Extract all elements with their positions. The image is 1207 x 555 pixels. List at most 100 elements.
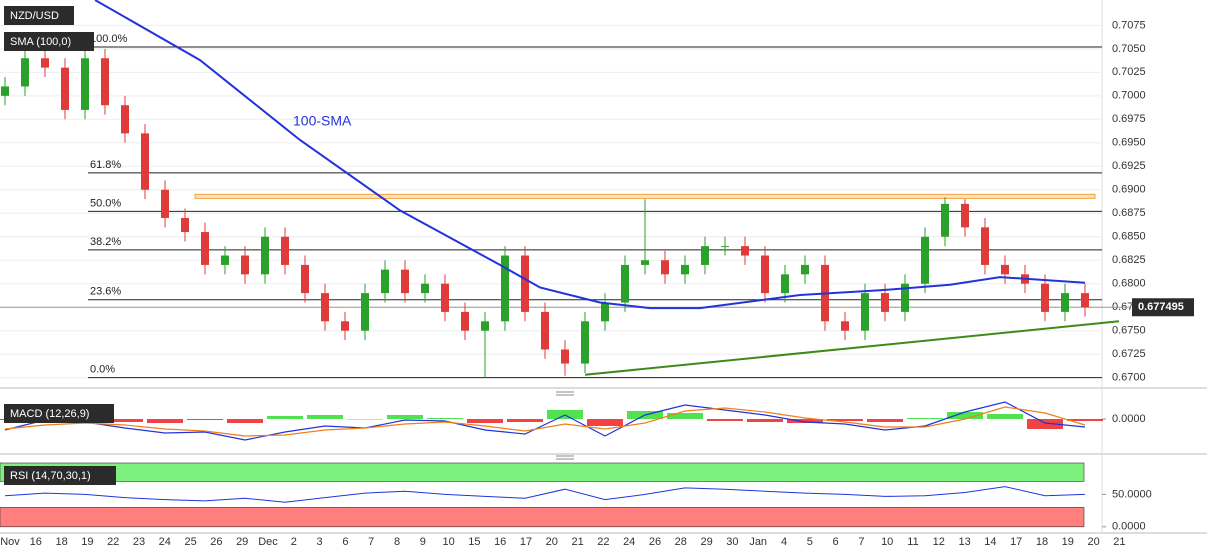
y-tick-label: 0.6700 xyxy=(1112,372,1146,384)
fib-label: 23.6% xyxy=(90,286,121,298)
candle-body xyxy=(101,58,109,106)
x-tick-label: 24 xyxy=(623,536,635,548)
candle-body xyxy=(441,283,449,312)
candle-body xyxy=(781,274,789,294)
x-tick-label: 20 xyxy=(546,536,558,548)
candle-body xyxy=(361,293,369,331)
candle-body xyxy=(701,246,709,265)
candle-body xyxy=(461,311,469,331)
candle-body xyxy=(341,321,349,331)
overbought-band xyxy=(0,462,1085,482)
x-tick-label: 17 xyxy=(520,536,532,548)
x-tick-label: 2 xyxy=(291,536,297,548)
histogram-bar xyxy=(267,416,303,419)
panel-grip xyxy=(556,455,574,460)
candle-body xyxy=(41,58,49,68)
y-tick-label: 0.6900 xyxy=(1112,184,1146,196)
x-tick-label: 13 xyxy=(958,536,970,548)
histogram-bar xyxy=(667,413,703,419)
histogram-bar xyxy=(147,419,183,423)
candle-body xyxy=(21,58,29,87)
histogram-bar xyxy=(867,419,903,422)
candle-body xyxy=(261,236,269,275)
candle-body xyxy=(201,232,209,265)
x-tick-label: 16 xyxy=(30,536,42,548)
x-tick-label: 7 xyxy=(858,536,864,548)
y-tick-label: 0.7075 xyxy=(1112,19,1146,31)
y-tick-label: 0.6875 xyxy=(1112,207,1146,219)
last-price-label: 0.677495 xyxy=(1138,301,1184,313)
histogram-bar xyxy=(747,419,783,422)
histogram-bar xyxy=(1067,419,1103,421)
x-tick-label: 20 xyxy=(1087,536,1099,548)
trendline xyxy=(584,320,1120,376)
candle-body xyxy=(521,255,529,312)
histogram-bar xyxy=(307,415,343,419)
candle-body xyxy=(621,264,629,303)
candle-body xyxy=(961,203,969,228)
x-tick-label: 9 xyxy=(420,536,426,548)
x-tick-label: 22 xyxy=(107,536,119,548)
candle-body xyxy=(241,255,249,275)
candle-body xyxy=(181,217,189,233)
x-tick-label: Dec xyxy=(258,536,278,548)
candle-body xyxy=(221,255,229,265)
histogram-bar xyxy=(347,419,383,420)
fib-label: 61.8% xyxy=(90,159,121,171)
histogram-bar xyxy=(787,419,823,423)
x-tick-label: 6 xyxy=(342,536,348,548)
legend-entry: SMA (100,0) xyxy=(10,36,71,48)
x-tick-label: 16 xyxy=(494,536,506,548)
candle-body xyxy=(501,255,509,322)
x-tick-label: 23 xyxy=(133,536,145,548)
candle-body xyxy=(981,227,989,265)
histogram-bar xyxy=(187,419,223,420)
x-tick-label: 28 xyxy=(675,536,687,548)
candle-body xyxy=(1,86,9,96)
y-tick-label: 50.0000 xyxy=(1112,488,1152,500)
sma-annotation: 100-SMA xyxy=(293,113,352,129)
candle-body xyxy=(281,236,289,265)
x-tick-label: 21 xyxy=(1113,536,1125,548)
last-price-box xyxy=(1132,298,1194,317)
candle-body xyxy=(841,321,849,331)
resistance-band xyxy=(194,193,1096,199)
x-tick-label: 30 xyxy=(726,536,738,548)
x-tick-label: 26 xyxy=(210,536,222,548)
y-tick-label: 0.6725 xyxy=(1112,348,1146,360)
chart-title-box xyxy=(4,6,74,25)
x-tick-label: 18 xyxy=(55,536,67,548)
histogram-bar xyxy=(827,419,863,421)
x-tick-label: 19 xyxy=(81,536,93,548)
candle-body xyxy=(901,283,909,312)
candle-body xyxy=(601,302,609,322)
candle-body xyxy=(161,189,169,218)
candle-body xyxy=(1041,283,1049,312)
histogram-bar xyxy=(707,419,743,421)
x-tick-label: 6 xyxy=(833,536,839,548)
candle-body xyxy=(301,264,309,294)
fib-label: 100.0% xyxy=(90,33,128,45)
x-tick-label: 22 xyxy=(597,536,609,548)
candle-body xyxy=(661,260,669,275)
fib-label: 0.0% xyxy=(90,364,115,376)
x-tick-label: 10 xyxy=(442,536,454,548)
y-tick-label: 0.6925 xyxy=(1112,160,1146,172)
x-tick-label: Nov xyxy=(0,536,20,548)
x-tick-label: 19 xyxy=(1062,536,1074,548)
candle-body xyxy=(581,321,589,364)
candle-body xyxy=(421,283,429,294)
y-tick-label: 0.7000 xyxy=(1112,90,1146,102)
candle-body xyxy=(81,58,89,110)
panel-title: MACD (12,26,9) xyxy=(10,408,89,420)
candle-body xyxy=(1061,293,1069,312)
macd-line xyxy=(4,406,1086,437)
x-tick-label: 14 xyxy=(984,536,996,548)
x-tick-label: 24 xyxy=(159,536,171,548)
y-tick-label: 0.6950 xyxy=(1112,137,1146,149)
x-tick-label: 12 xyxy=(933,536,945,548)
x-tick-label: 25 xyxy=(184,536,196,548)
panel-grip xyxy=(556,391,574,396)
histogram-bar xyxy=(387,415,423,419)
y-tick-label: 0.6825 xyxy=(1112,254,1146,266)
